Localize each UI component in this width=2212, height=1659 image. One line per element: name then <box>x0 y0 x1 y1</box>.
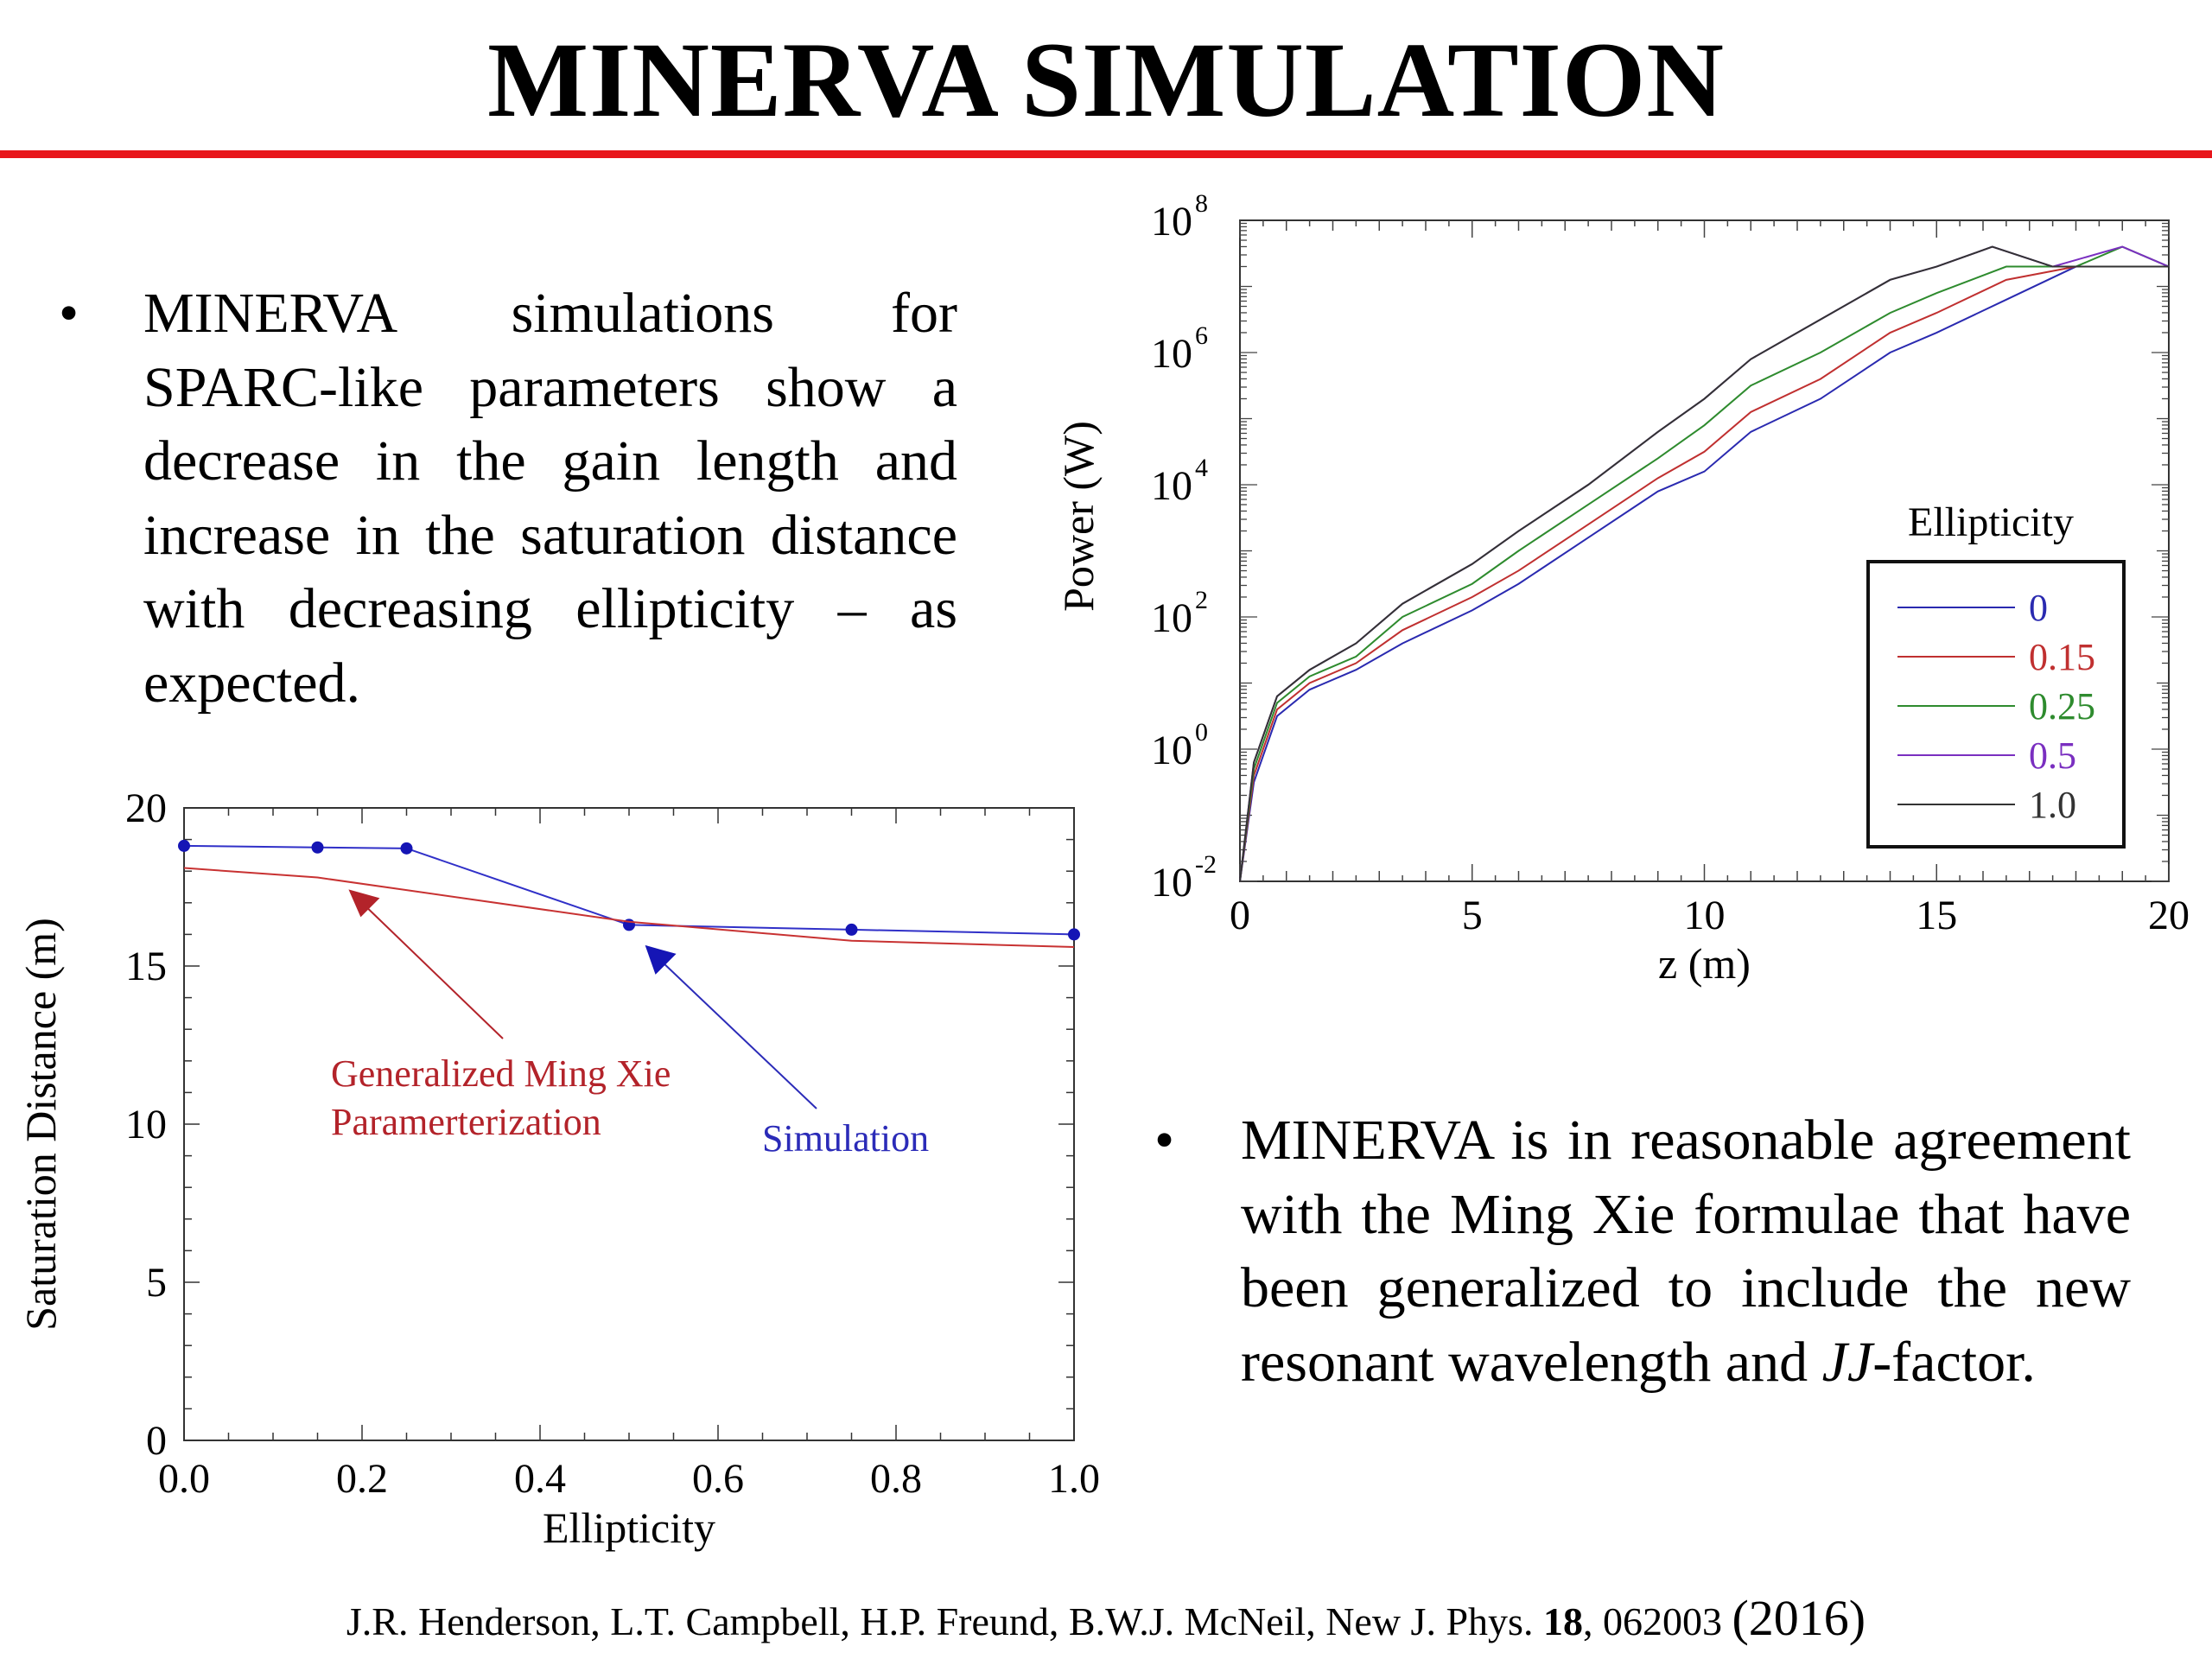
y-tick-label: 20 <box>125 785 167 831</box>
bullet-marker: • <box>59 282 79 345</box>
y-tick-exponent: 2 <box>1195 586 1208 614</box>
legend-entry: 0.15 <box>2029 636 2095 678</box>
plot-frame <box>183 807 1075 1441</box>
citation-pages: , 062003 <box>1582 1599 1732 1643</box>
legend-entry: 0.25 <box>2029 685 2095 728</box>
y-tick-exponent: -2 <box>1195 850 1217 879</box>
saturation-distance-chart: 0.0 0.2 0.4 0.6 0.8 1.0 0 5 10 15 20 Ellipticity Sat… <box>16 785 1100 1552</box>
x-axis-label: z (m) <box>1658 939 1751 988</box>
annotation-arrow-head <box>645 944 677 975</box>
annotation-label-simulation: Simulation <box>762 1117 929 1160</box>
annotation-arrow-shaft <box>358 899 504 1039</box>
x-tick-label: 20 <box>2148 893 2190 938</box>
series-line-1 <box>183 867 1075 949</box>
x-tick-label: 0.0 <box>158 1456 210 1502</box>
y-tick-exponent: 4 <box>1195 454 1208 482</box>
data-point <box>178 839 190 852</box>
bullet-point-2: • MINERVA is in reasonable agreement wit… <box>1154 1103 2131 1484</box>
data-point <box>1068 928 1080 941</box>
x-tick-label: 0.8 <box>870 1456 922 1502</box>
y-tick-label: 5 <box>146 1260 167 1306</box>
series-line-1 <box>1239 265 2169 882</box>
bullet-text: MINERVA simulations for SPARC-like param… <box>143 282 957 715</box>
legend-entry: 1.0 <box>2029 784 2076 826</box>
y-tick-label: 10 <box>1151 463 1192 509</box>
citation: J.R. Henderson, L.T. Campbell, H.P. Freu… <box>0 1588 2212 1652</box>
title-divider <box>0 150 2212 158</box>
series-line-4 <box>1239 245 2169 882</box>
bullet-text-end: -factor. <box>1872 1330 2036 1394</box>
legend-entry: 0 <box>2029 587 2048 629</box>
legend-entry: 0.5 <box>2029 734 2076 777</box>
data-point <box>400 842 413 855</box>
x-tick-label: 1.0 <box>1048 1456 1100 1502</box>
x-axis-label: Ellipticity <box>543 1503 715 1552</box>
data-point <box>311 841 324 854</box>
bullet-text-main: MINERVA is in reasonable agreement with … <box>1241 1109 2131 1394</box>
y-tick-label: 15 <box>125 944 167 989</box>
y-tick-label: 10 <box>1151 199 1192 245</box>
data-point <box>845 923 858 936</box>
annotation-arrow-shaft <box>654 955 817 1109</box>
x-tick-label: 10 <box>1684 893 1726 938</box>
y-tick-label: 0 <box>146 1418 167 1464</box>
annotation-arrow-head <box>348 889 380 918</box>
y-tick-exponent: 8 <box>1195 189 1208 218</box>
y-axis-label: Saturation Distance (m) <box>16 918 65 1331</box>
x-tick-label: 0.2 <box>336 1456 388 1502</box>
y-tick-label: 10 <box>1151 331 1192 377</box>
x-tick-label: 0 <box>1230 893 1250 938</box>
series-line-2 <box>1239 245 2170 882</box>
x-tick-label: 0.6 <box>692 1456 744 1502</box>
citation-authors: J.R. Henderson, L.T. Campbell, H.P. Freu… <box>346 1599 1543 1643</box>
y-tick-label: 10 <box>125 1102 167 1147</box>
x-tick-label: 5 <box>1462 893 1483 938</box>
annotation-label-ming-xie: Generalized Ming Xie <box>331 1052 671 1095</box>
series-line-0 <box>1239 265 2169 882</box>
y-tick-exponent: 0 <box>1195 718 1208 747</box>
bullet-marker: • <box>1154 1109 1175 1172</box>
citation-year: (2016) <box>1732 1590 1866 1646</box>
legend-box <box>1866 560 2126 849</box>
y-tick-label: 10 <box>1151 860 1192 906</box>
y-tick-exponent: 6 <box>1195 321 1208 350</box>
y-tick-label: 10 <box>1151 595 1192 641</box>
bullet-text: MINERVA is in reasonable agreement with … <box>1241 1103 2131 1399</box>
slide-title: MINERVA SIMULATION <box>487 21 1725 139</box>
x-tick-label: 0.4 <box>514 1456 566 1502</box>
bullet-point-1: • MINERVA simulations for SPARC-like par… <box>59 276 957 726</box>
legend-title: Ellipticity <box>1908 499 2074 545</box>
x-tick-label: 15 <box>1916 893 1957 938</box>
citation-volume: 18 <box>1542 1599 1583 1643</box>
bullet-text-italic: JJ <box>1821 1330 1873 1394</box>
y-tick-label: 10 <box>1151 728 1192 773</box>
y-axis-label: Power (W) <box>1054 421 1103 612</box>
annotation-label-ming-xie: Paramerterization <box>331 1101 601 1143</box>
series-line-0 <box>183 844 1075 936</box>
